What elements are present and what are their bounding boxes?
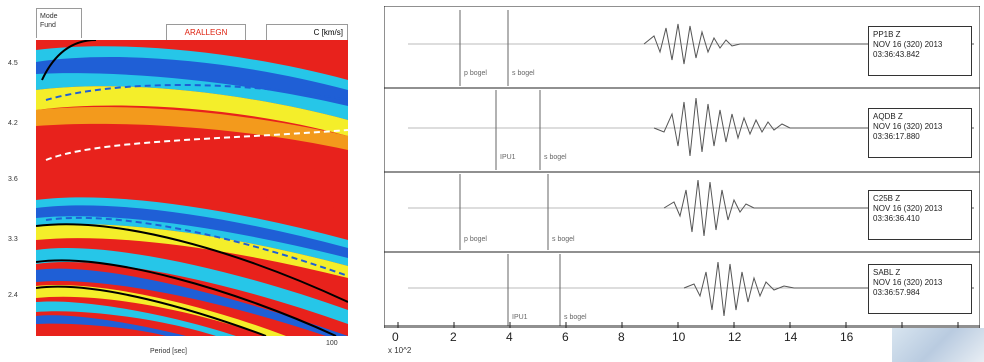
pick-label: IPU1 <box>512 314 528 321</box>
station-date: NOV 16 (320) 2013 <box>873 40 943 49</box>
pick-label: p bogel <box>464 70 487 77</box>
station-name: AQDB Z <box>873 112 903 121</box>
x-tick: 8 <box>618 330 625 344</box>
station-box-sabl[interactable]: SABL Z NOV 16 (320) 2013 03:36:57.984 <box>868 264 972 314</box>
x-tick: 14 <box>784 330 798 344</box>
station-box-pp1b[interactable]: PP1B Z NOV 16 (320) 2013 03:36:43.842 <box>868 26 972 76</box>
station-name: C25B Z <box>873 194 901 203</box>
x-tick: 2 <box>450 330 457 344</box>
station-time: 03:36:36.410 <box>873 214 920 223</box>
x-tick: 0 <box>392 330 399 344</box>
station-date: NOV 16 (320) 2013 <box>873 122 943 131</box>
y-tick-1: 4.5 <box>8 60 18 67</box>
map-thumbnail <box>892 328 984 362</box>
pick-label: p bogel <box>464 236 487 243</box>
x-tick: 16 <box>840 330 854 344</box>
y-tick-4: 3.3 <box>8 236 18 243</box>
x-axis-label: Period [sec] <box>150 348 187 355</box>
pick-label: s bogel <box>512 70 535 77</box>
station-box-c25b[interactable]: C25B Z NOV 16 (320) 2013 03:36:36.410 <box>868 190 972 240</box>
mode-value: Fund <box>40 22 56 29</box>
y-tick-3: 3.6 <box>8 176 18 183</box>
y-tick-2: 4.2 <box>8 120 18 127</box>
x-tick: 12 <box>728 330 742 344</box>
station-date: NOV 16 (320) 2013 <box>873 204 943 213</box>
x-tick: 6 <box>562 330 569 344</box>
x-tick: 10 <box>672 330 686 344</box>
dispersion-panel: Mode Fund ARALLEGN C [km/s] 4.5 4.2 3.6 … <box>0 0 360 362</box>
x-axis-unit: x 10^2 <box>388 346 412 355</box>
station-time: 03:36:57.984 <box>873 288 920 297</box>
station-time: 03:36:43.842 <box>873 50 920 59</box>
station-time: 03:36:17.880 <box>873 132 920 141</box>
pick-label: s bogel <box>544 154 567 161</box>
station-name: PP1B Z <box>873 30 901 39</box>
mode-box[interactable]: Mode Fund <box>36 8 82 38</box>
tab-right[interactable]: C [km/s] <box>266 24 348 40</box>
x-tick: 4 <box>506 330 513 344</box>
x-axis-max: 100 <box>326 340 338 347</box>
pick-label: IPU1 <box>500 154 516 161</box>
pick-label: s bogel <box>564 314 587 321</box>
station-date: NOV 16 (320) 2013 <box>873 278 943 287</box>
station-name: SABL Z <box>873 268 901 277</box>
y-tick-5: 2.4 <box>8 292 18 299</box>
pick-label: s bogel <box>552 236 575 243</box>
mode-label: Mode <box>40 13 58 20</box>
tab-center[interactable]: ARALLEGN <box>166 24 246 40</box>
station-box-aqdb[interactable]: AQDB Z NOV 16 (320) 2013 03:36:17.880 <box>868 108 972 158</box>
dispersion-image[interactable] <box>36 40 348 336</box>
